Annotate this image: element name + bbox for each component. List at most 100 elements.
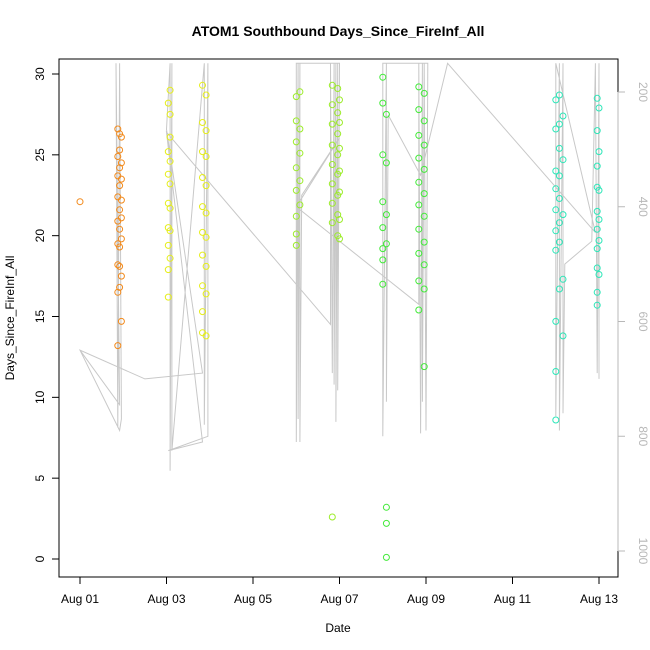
data-point xyxy=(593,225,601,233)
data-point xyxy=(336,167,343,175)
x-tick-label: Aug 07 xyxy=(320,592,358,606)
data-point xyxy=(552,227,560,235)
data-point xyxy=(114,153,122,160)
data-point xyxy=(336,188,343,196)
data-point xyxy=(166,204,174,212)
data-point xyxy=(559,156,567,164)
data-point xyxy=(296,149,304,157)
data-point xyxy=(328,161,336,168)
data-point xyxy=(202,262,210,270)
data-point xyxy=(202,209,210,217)
data-point xyxy=(164,148,172,156)
data-point xyxy=(166,227,174,235)
data-point xyxy=(555,285,563,293)
data-point xyxy=(114,125,122,133)
data-point xyxy=(117,317,125,325)
x-tick-label: Aug 09 xyxy=(407,592,445,606)
x-axis-label: Date xyxy=(325,621,351,635)
y-axis-right: 200 400 600 800 1000 xyxy=(617,82,650,565)
right-tick-label: 600 xyxy=(636,311,650,331)
y-tick-label: 30 xyxy=(33,67,47,81)
y-tick-label: 15 xyxy=(33,310,47,324)
data-point xyxy=(117,235,125,243)
data-point xyxy=(199,81,206,89)
data-point xyxy=(116,225,124,233)
data-point xyxy=(328,141,336,149)
data-point xyxy=(336,119,343,126)
x-tick-label: Aug 01 xyxy=(61,592,99,606)
data-point xyxy=(199,228,206,236)
data-point xyxy=(116,130,124,138)
points-layer xyxy=(76,73,603,561)
data-point xyxy=(199,308,206,316)
data-point xyxy=(292,93,300,101)
data-point xyxy=(420,190,428,198)
data-point xyxy=(164,293,172,301)
data-point xyxy=(593,94,601,102)
data-point xyxy=(379,224,387,232)
data-point xyxy=(379,73,387,81)
data-point xyxy=(595,148,603,156)
data-point xyxy=(552,246,560,254)
data-point xyxy=(379,99,387,107)
data-point xyxy=(593,288,601,296)
y-axis-label: Days_Since_FireInf_All xyxy=(3,256,17,381)
data-point xyxy=(166,133,174,141)
track-layer xyxy=(78,62,600,471)
data-point xyxy=(336,96,343,104)
x-axis: Aug 01 Aug 03 Aug 05 Aug 07 Aug 09 Aug 11 Aug … xyxy=(61,576,618,606)
right-tick-label: 1000 xyxy=(636,538,650,565)
data-point xyxy=(595,104,603,112)
data-point xyxy=(117,196,125,204)
data-point xyxy=(114,288,122,296)
data-point xyxy=(334,130,342,138)
data-point xyxy=(164,199,172,207)
data-point xyxy=(420,89,428,97)
data-point xyxy=(415,131,423,139)
data-point xyxy=(166,110,174,118)
x-tick-label: Aug 13 xyxy=(580,592,618,606)
data-point xyxy=(199,174,206,181)
data-point xyxy=(199,148,206,156)
data-point xyxy=(199,251,206,259)
data-point xyxy=(552,96,560,104)
data-point xyxy=(328,219,336,227)
data-point xyxy=(379,198,387,206)
data-point xyxy=(202,233,210,241)
data-point xyxy=(334,151,342,159)
x-tick-label: Aug 05 xyxy=(234,592,272,606)
data-point xyxy=(593,301,601,309)
data-point xyxy=(114,342,122,350)
data-point xyxy=(382,240,390,248)
data-point xyxy=(595,186,603,194)
data-point xyxy=(117,175,125,183)
data-point xyxy=(382,110,390,118)
data-point xyxy=(420,212,428,220)
data-point xyxy=(379,280,387,288)
data-point xyxy=(552,167,560,175)
data-point xyxy=(336,235,343,243)
data-point xyxy=(382,159,390,167)
data-point xyxy=(379,256,387,264)
y-axis: 0 5 10 15 20 25 30 xyxy=(33,67,60,562)
data-point xyxy=(166,157,174,165)
track-line xyxy=(78,62,600,471)
data-point xyxy=(292,212,300,220)
data-point xyxy=(555,91,563,99)
data-point xyxy=(166,86,174,94)
y-tick-label: 25 xyxy=(33,148,47,162)
data-point xyxy=(76,198,84,206)
right-tick-label: 400 xyxy=(636,197,650,217)
x-tick-label: Aug 03 xyxy=(147,592,185,606)
data-point xyxy=(379,151,387,159)
data-point xyxy=(559,332,567,340)
data-point xyxy=(202,332,210,340)
data-point xyxy=(117,133,125,141)
data-point xyxy=(292,241,300,249)
data-point xyxy=(559,211,567,219)
data-point xyxy=(382,211,390,219)
data-point xyxy=(552,317,560,325)
data-point xyxy=(292,186,300,194)
data-point xyxy=(202,290,210,298)
data-point xyxy=(292,164,300,172)
